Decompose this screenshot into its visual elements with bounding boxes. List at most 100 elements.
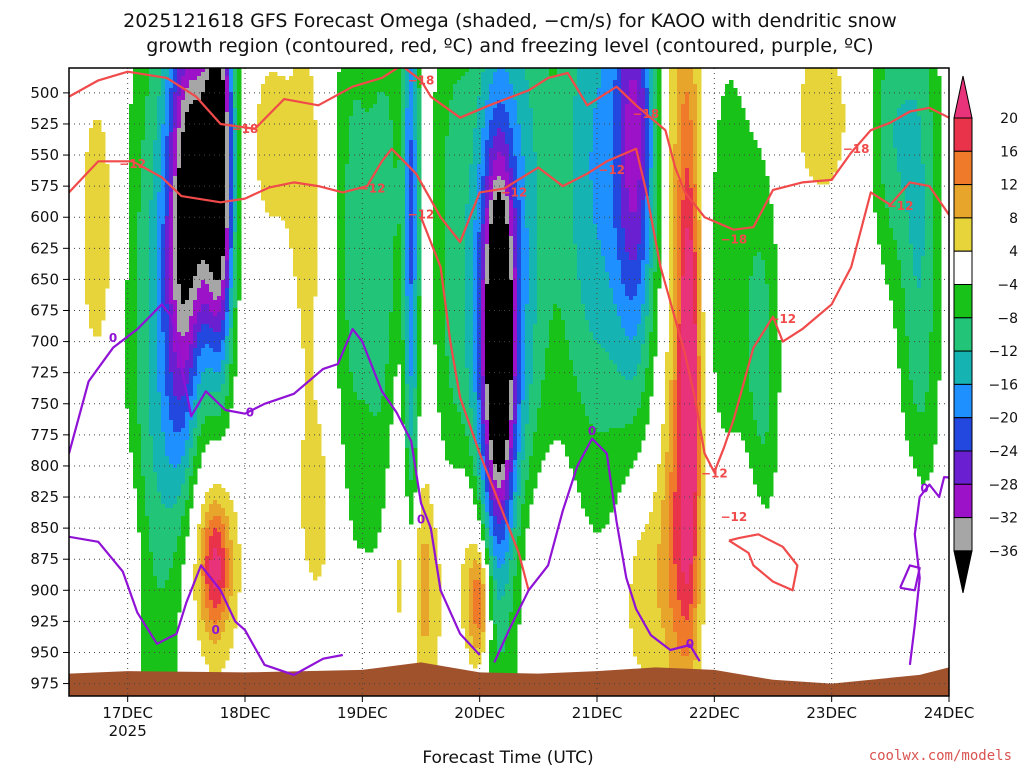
omega-cell xyxy=(173,552,178,557)
omega-cell xyxy=(205,220,210,225)
omega-cell xyxy=(221,396,226,401)
omega-cell xyxy=(153,440,158,445)
omega-cell xyxy=(313,168,318,173)
omega-cell xyxy=(213,216,218,221)
omega-cell xyxy=(149,264,154,269)
omega-cell xyxy=(161,220,166,225)
omega-cell xyxy=(177,160,182,165)
omega-cell xyxy=(141,100,146,105)
omega-cell xyxy=(229,192,234,197)
omega-cell xyxy=(173,252,178,257)
omega-cell xyxy=(145,544,150,549)
omega-cell xyxy=(309,392,314,397)
omega-cell xyxy=(177,428,182,433)
omega-cell xyxy=(225,124,230,129)
omega-cell xyxy=(265,140,270,145)
omega-cell xyxy=(177,388,182,393)
omega-cell xyxy=(181,212,186,217)
omega-cell xyxy=(265,116,270,121)
omega-cell xyxy=(157,500,162,505)
omega-cell xyxy=(225,496,230,501)
omega-cell xyxy=(85,176,90,181)
omega-cell xyxy=(141,172,146,177)
omega-cell xyxy=(169,104,174,109)
omega-cell xyxy=(145,180,150,185)
omega-cell xyxy=(193,356,198,361)
omega-cell xyxy=(209,428,214,433)
omega-cell xyxy=(217,416,222,421)
omega-cell xyxy=(293,144,298,149)
omega-cell xyxy=(209,216,214,221)
omega-cell xyxy=(125,324,130,329)
omega-cell xyxy=(161,260,166,265)
omega-cell xyxy=(157,624,162,629)
omega-cell xyxy=(165,112,170,117)
omega-cell xyxy=(189,268,194,273)
omega-cell xyxy=(157,504,162,509)
omega-cell xyxy=(177,76,182,81)
omega-cell xyxy=(309,256,314,261)
omega-cell xyxy=(213,660,218,665)
omega-cell xyxy=(309,316,314,321)
omega-cell xyxy=(85,216,90,221)
omega-cell xyxy=(161,248,166,253)
omega-cell xyxy=(93,280,98,285)
omega-cell xyxy=(181,296,186,301)
omega-cell xyxy=(233,248,238,253)
omega-cell xyxy=(205,396,210,401)
omega-cell xyxy=(169,524,174,529)
omega-cell xyxy=(321,552,326,557)
omega-cell xyxy=(161,524,166,529)
omega-cell xyxy=(161,80,166,85)
omega-cell xyxy=(141,244,146,249)
omega-cell xyxy=(173,224,178,229)
omega-cell xyxy=(305,336,310,341)
omega-cell xyxy=(161,396,166,401)
omega-cell xyxy=(185,464,190,469)
omega-cell xyxy=(237,164,242,169)
omega-cell xyxy=(89,268,94,273)
omega-cell xyxy=(169,308,174,313)
omega-cell xyxy=(181,548,186,553)
omega-cell xyxy=(309,172,314,177)
omega-cell xyxy=(165,92,170,97)
omega-cell xyxy=(101,176,106,181)
omega-cell xyxy=(221,280,226,285)
omega-cell xyxy=(221,384,226,389)
omega-cell xyxy=(209,416,214,421)
omega-cell xyxy=(337,188,342,193)
omega-cell xyxy=(309,320,314,325)
omega-cell xyxy=(281,188,286,193)
omega-cell xyxy=(181,284,186,289)
omega-cell xyxy=(101,148,106,153)
omega-cell xyxy=(161,612,166,617)
omega-cell xyxy=(305,96,310,101)
omega-cell xyxy=(201,440,206,445)
omega-cell xyxy=(197,604,202,609)
omega-cell xyxy=(149,668,154,673)
omega-cell xyxy=(149,100,154,105)
omega-cell xyxy=(337,100,342,105)
omega-cell xyxy=(209,152,214,157)
omega-cell xyxy=(133,248,138,253)
omega-cell xyxy=(197,452,202,457)
omega-cell xyxy=(301,160,306,165)
omega-cell xyxy=(169,288,174,293)
omega-cell xyxy=(289,128,294,133)
omega-cell xyxy=(213,420,218,425)
omega-cell xyxy=(181,528,186,533)
omega-cell xyxy=(157,296,162,301)
omega-cell xyxy=(141,472,146,477)
omega-cell xyxy=(181,464,186,469)
omega-cell xyxy=(129,368,134,373)
omega-cell xyxy=(217,152,222,157)
omega-cell xyxy=(321,456,326,461)
omega-cell xyxy=(229,344,234,349)
omega-cell xyxy=(285,88,290,93)
omega-cell xyxy=(145,464,150,469)
omega-cell xyxy=(281,116,286,121)
omega-cell xyxy=(233,160,238,165)
omega-cell xyxy=(213,108,218,113)
omega-cell xyxy=(221,588,226,593)
omega-cell xyxy=(221,408,226,413)
